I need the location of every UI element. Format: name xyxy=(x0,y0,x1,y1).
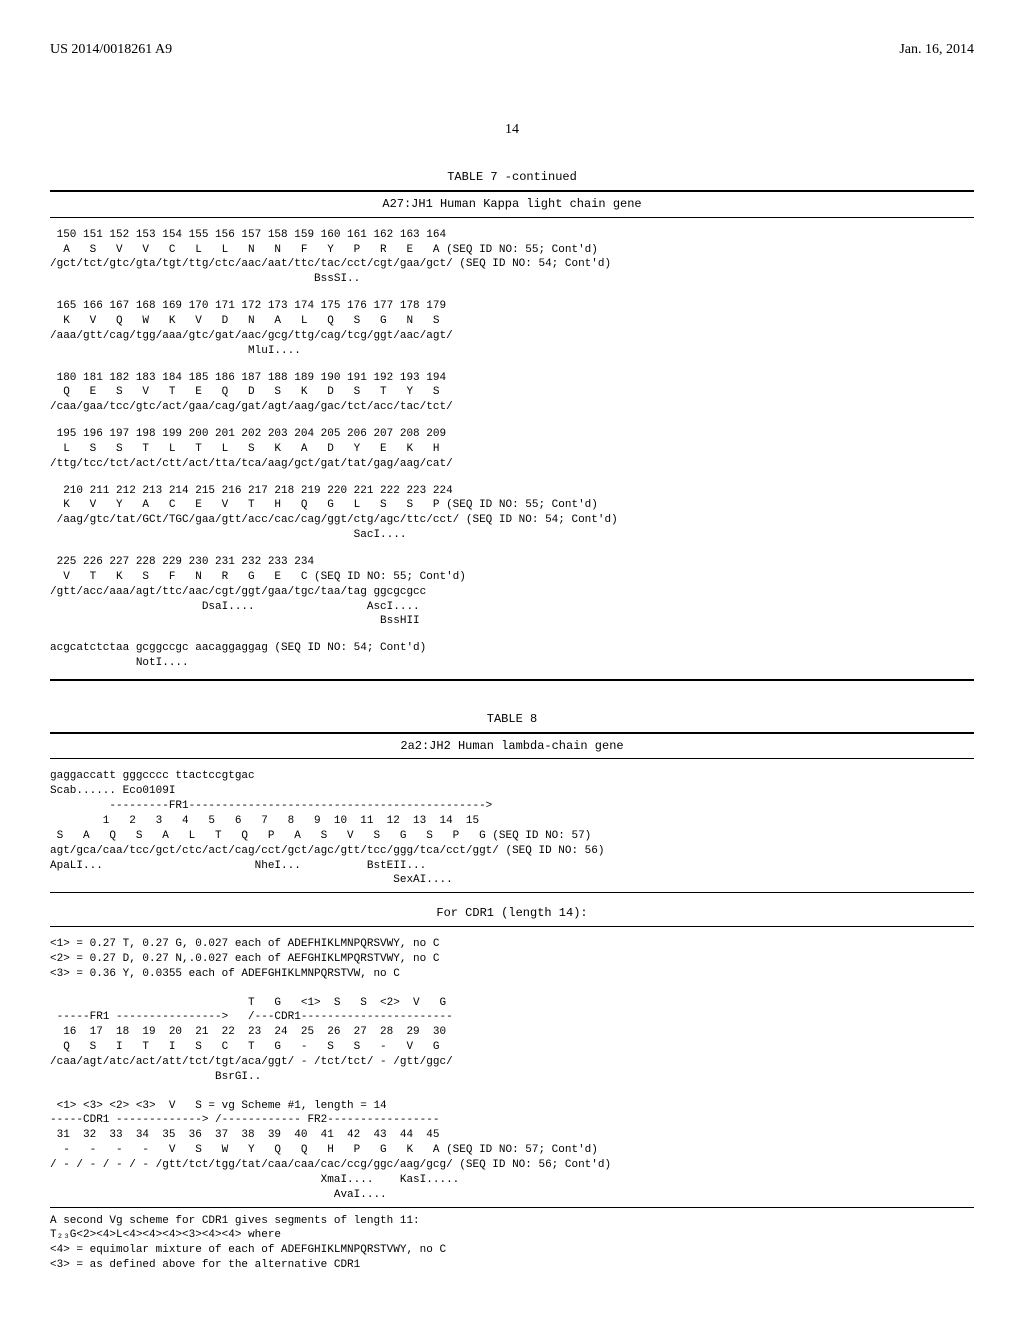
table7-block-7: acgcatctctaa gcggccgc aacaggaggag (SEQ I… xyxy=(50,641,974,671)
table7-label: TABLE 7 -continued xyxy=(50,169,974,186)
table8-title: 2a2:JH2 Human lambda-chain gene xyxy=(50,732,974,760)
patent-number: US 2014/0018261 A9 xyxy=(50,40,172,60)
table7-end-rule xyxy=(50,679,974,681)
table8-footnote-text: A second Vg scheme for CDR1 gives segmen… xyxy=(50,1214,974,1273)
page-header: US 2014/0018261 A9 Jan. 16, 2014 xyxy=(50,40,974,60)
table7-block-2: 165 166 167 168 169 170 171 172 173 174 … xyxy=(50,299,974,358)
table8-block-3: <1> <3> <2> <3> V S = vg Scheme #1, leng… xyxy=(50,1099,974,1203)
page-number: 14 xyxy=(50,120,974,140)
table7-title: A27:JH1 Human Kappa light chain gene xyxy=(50,190,974,218)
table7-block-6: 225 226 227 228 229 230 231 232 233 234 … xyxy=(50,555,974,629)
table7-block-5: 210 211 212 213 214 215 216 217 218 219 … xyxy=(50,484,974,543)
table8-block-2: T G <1> S S <2> V G -----FR1 -----------… xyxy=(50,996,974,1085)
table7-block-3: 180 181 182 183 184 185 186 187 188 189 … xyxy=(50,371,974,416)
cdr1-title: For CDR1 (length 14): xyxy=(50,901,974,927)
cdr1-defs: <1> = 0.27 T, 0.27 G, 0.027 each of ADEF… xyxy=(50,937,974,982)
table7-block-1: 150 151 152 153 154 155 156 157 158 159 … xyxy=(50,228,974,287)
table8-footnote: A second Vg scheme for CDR1 gives segmen… xyxy=(50,1214,974,1273)
table8-block-1: gaggaccatt gggcccc ttactccgtgac Scab....… xyxy=(50,769,974,888)
table7-block-4: 195 196 197 198 199 200 201 202 203 204 … xyxy=(50,427,974,472)
table8-rule-1 xyxy=(50,892,974,893)
table8-label: TABLE 8 xyxy=(50,711,974,728)
patent-date: Jan. 16, 2014 xyxy=(899,40,974,60)
table8-rule-2 xyxy=(50,1207,974,1208)
